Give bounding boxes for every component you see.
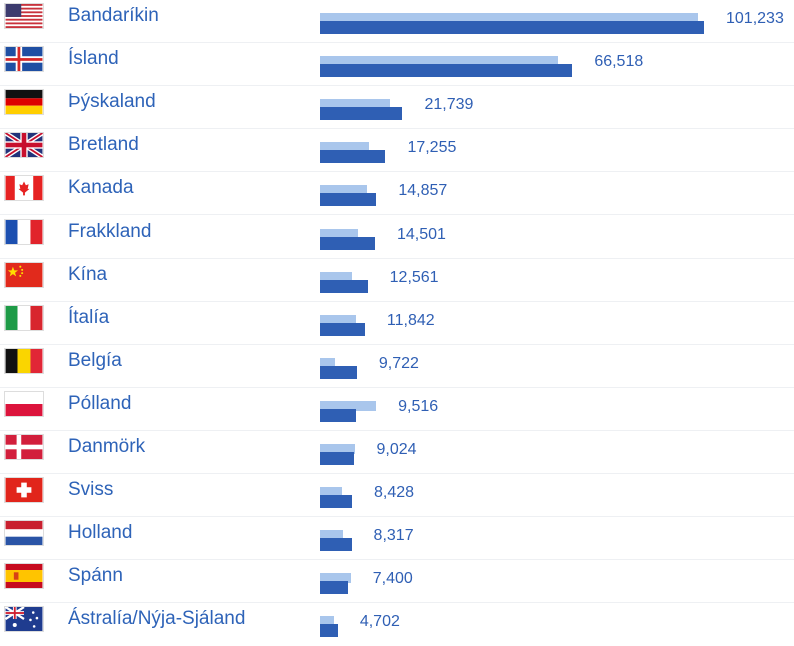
value-label: 17,255 bbox=[407, 139, 457, 157]
chart-row: Kína 12,561 bbox=[0, 259, 794, 302]
value-label: 14,857 bbox=[398, 182, 448, 200]
category-label: Belgía bbox=[68, 349, 122, 371]
bar-previous bbox=[320, 616, 334, 627]
value-label: 4,702 bbox=[359, 613, 400, 631]
bar-previous bbox=[320, 271, 353, 282]
flag-de-icon bbox=[4, 89, 44, 116]
flag-ch-icon bbox=[4, 477, 44, 504]
chart-row: Spánn 7,400 bbox=[0, 560, 794, 604]
flag-cn-icon bbox=[4, 261, 44, 288]
category-label: Ítalía bbox=[68, 306, 110, 328]
category-label: Frakkland bbox=[68, 220, 152, 242]
flag-dk-icon bbox=[4, 434, 44, 460]
category-label: Bretland bbox=[68, 134, 139, 156]
flag-fr-icon bbox=[4, 218, 44, 245]
bar-previous bbox=[320, 530, 344, 541]
value-label: 66,518 bbox=[594, 53, 644, 71]
flag-be-icon bbox=[4, 347, 44, 374]
bar-current bbox=[320, 279, 368, 293]
bar-previous bbox=[320, 13, 699, 23]
bar-previous bbox=[320, 99, 391, 110]
bar-current bbox=[320, 408, 357, 422]
chart-row: Kanada 14,857 bbox=[0, 172, 794, 216]
category-label: Danmörk bbox=[68, 436, 146, 457]
bar-previous bbox=[320, 573, 351, 584]
category-label: Spánn bbox=[68, 565, 123, 587]
category-label: Ástralía/Nýja-Sjáland bbox=[68, 608, 246, 630]
chart-row: Þýskaland 21,739 bbox=[0, 86, 794, 130]
category-label: Holland bbox=[68, 522, 133, 544]
value-label: 11,842 bbox=[386, 311, 435, 329]
chart-row: Pólland 9,516 bbox=[0, 388, 794, 431]
bar-previous bbox=[320, 357, 336, 368]
bar-previous bbox=[320, 487, 342, 498]
value-label: 9,516 bbox=[398, 397, 439, 415]
chart-row: Belgía 9,722 bbox=[0, 345, 794, 388]
bar-current bbox=[320, 581, 349, 595]
bar-current bbox=[320, 538, 352, 552]
value-label: 7,400 bbox=[372, 570, 413, 588]
value-label: 9,722 bbox=[378, 354, 419, 372]
flag-es-icon bbox=[4, 563, 44, 590]
category-label: Þýskaland bbox=[68, 91, 156, 113]
value-label: 8,317 bbox=[373, 527, 414, 545]
chart-row: Ítalía 11,842 bbox=[0, 302, 794, 345]
flag-gb-icon bbox=[4, 131, 44, 160]
value-label: 9,024 bbox=[376, 441, 417, 458]
bar-current bbox=[320, 64, 573, 78]
chart-row: Bretland 17,255 bbox=[0, 129, 794, 173]
bar-current bbox=[320, 322, 365, 336]
flag-us-icon bbox=[4, 3, 44, 29]
bar-previous bbox=[320, 228, 359, 239]
flag-nl-icon bbox=[4, 520, 44, 547]
chart-row: Sviss 8,428 bbox=[0, 474, 794, 518]
bar-current bbox=[320, 21, 704, 34]
chart-row: Holland 8,317 bbox=[0, 517, 794, 561]
bar-current bbox=[320, 624, 338, 638]
bar-current bbox=[320, 150, 386, 164]
chart-row: Ástralía/Nýja-Sjáland 4,702 bbox=[0, 603, 794, 646]
bar-previous bbox=[320, 400, 377, 411]
bar-previous bbox=[320, 142, 369, 153]
category-label: Bandaríkin bbox=[68, 5, 159, 26]
chart-row: Ísland 66,518 bbox=[0, 43, 794, 87]
bar-previous bbox=[320, 56, 558, 67]
bar-previous bbox=[320, 185, 368, 196]
flag-is-icon bbox=[4, 46, 44, 73]
category-label: Ísland bbox=[68, 48, 119, 70]
value-label: 12,561 bbox=[389, 268, 439, 286]
bar-current bbox=[320, 236, 375, 250]
bar-current bbox=[320, 452, 355, 465]
value-label: 8,428 bbox=[373, 484, 415, 502]
flag-it-icon bbox=[4, 304, 44, 331]
bar-current bbox=[320, 365, 357, 379]
value-label: 21,739 bbox=[424, 96, 474, 114]
category-label: Pólland bbox=[68, 392, 132, 414]
bar-previous bbox=[320, 444, 355, 454]
category-label: Sviss bbox=[68, 479, 114, 501]
bar-current bbox=[320, 107, 403, 121]
chart-row: Frakkland 14,501 bbox=[0, 216, 794, 259]
category-label: Kína bbox=[68, 263, 108, 285]
category-label: Kanada bbox=[68, 177, 134, 199]
flag-au-icon bbox=[4, 606, 44, 633]
value-label: 14,501 bbox=[397, 225, 446, 243]
chart-row: Danmörk 9,024 bbox=[0, 431, 794, 474]
bar-previous bbox=[320, 314, 356, 325]
flag-pl-icon bbox=[4, 390, 44, 417]
bar-current bbox=[320, 495, 352, 509]
chart-row: Bandaríkin 101,233 bbox=[0, 0, 794, 43]
bar-current bbox=[320, 193, 377, 207]
flag-ca-icon bbox=[4, 175, 44, 202]
value-label: 101,233 bbox=[726, 10, 784, 27]
